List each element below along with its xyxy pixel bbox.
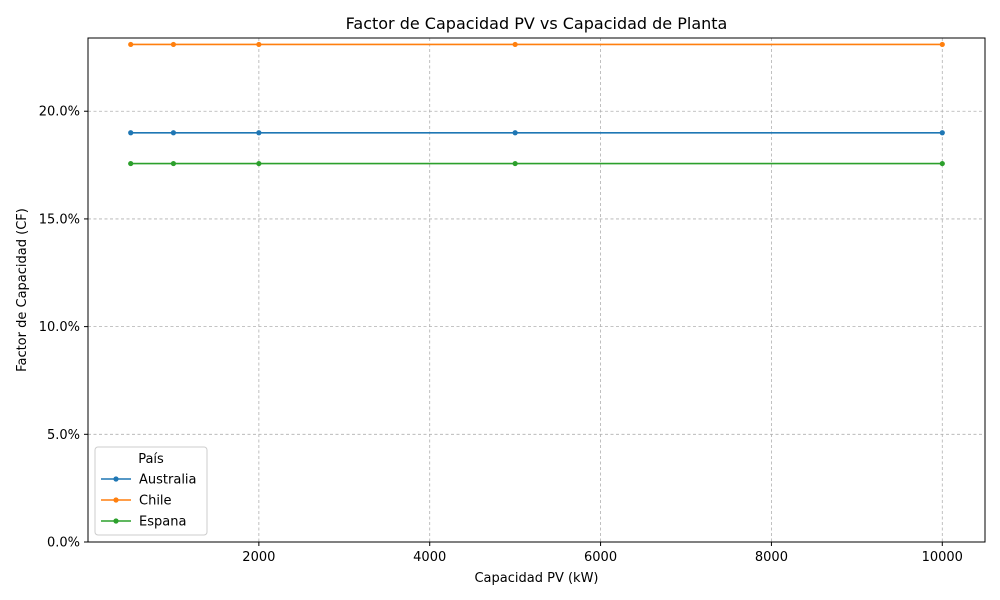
- series-espana: [128, 160, 945, 167]
- data-point: [128, 41, 134, 48]
- data-point: [128, 130, 134, 136]
- x-tick-label: 2000: [242, 550, 275, 565]
- x-axis: 2000 4000 6000 8000 10000: [242, 542, 963, 565]
- legend-label: Chile: [139, 494, 172, 509]
- series-australia: [128, 130, 945, 136]
- legend-box: [94, 446, 208, 536]
- data-point: [170, 130, 177, 136]
- data-point: [170, 41, 177, 48]
- y-tick-label: 20.0%: [39, 105, 80, 120]
- legend-label: Espana: [139, 515, 186, 530]
- y-axis: 0.0% 5.0% 10.0% 15.0% 20.0%: [39, 105, 88, 551]
- y-tick-label: 10.0%: [39, 320, 80, 335]
- data-point: [256, 160, 262, 167]
- legend-marker: [113, 497, 119, 503]
- series-chile: [128, 41, 945, 48]
- y-tick-label: 15.0%: [39, 212, 80, 227]
- y-tick-label: 5.0%: [47, 428, 80, 443]
- x-tick-label: 6000: [584, 550, 617, 565]
- legend-label: Australia: [139, 473, 197, 488]
- legend-marker: [113, 476, 119, 482]
- data-point: [939, 160, 945, 167]
- x-tick-label: 8000: [755, 550, 788, 565]
- plot-area: [87, 37, 986, 543]
- data-point: [512, 41, 518, 48]
- x-tick-label: 10000: [922, 550, 963, 565]
- chart-title: Factor de Capacidad PV vs Capacidad de P…: [346, 14, 728, 33]
- legend-marker: [113, 518, 119, 524]
- data-point: [128, 160, 134, 167]
- data-point: [512, 160, 518, 167]
- x-axis-label: Capacidad PV (kW): [474, 571, 598, 586]
- data-point: [939, 130, 945, 136]
- y-tick-label: 0.0%: [47, 536, 80, 551]
- grid-lines: [88, 38, 985, 543]
- data-point: [939, 41, 945, 48]
- data-point: [256, 41, 262, 48]
- data-point: [512, 130, 518, 136]
- data-point: [170, 160, 177, 167]
- legend-title: País: [138, 452, 164, 467]
- data-point: [256, 130, 262, 136]
- x-tick-label: 4000: [413, 550, 446, 565]
- legend: País Australia Chile Espana: [94, 446, 208, 536]
- series-lines: [128, 41, 945, 167]
- y-axis-label: Factor de Capacidad (CF): [15, 208, 30, 372]
